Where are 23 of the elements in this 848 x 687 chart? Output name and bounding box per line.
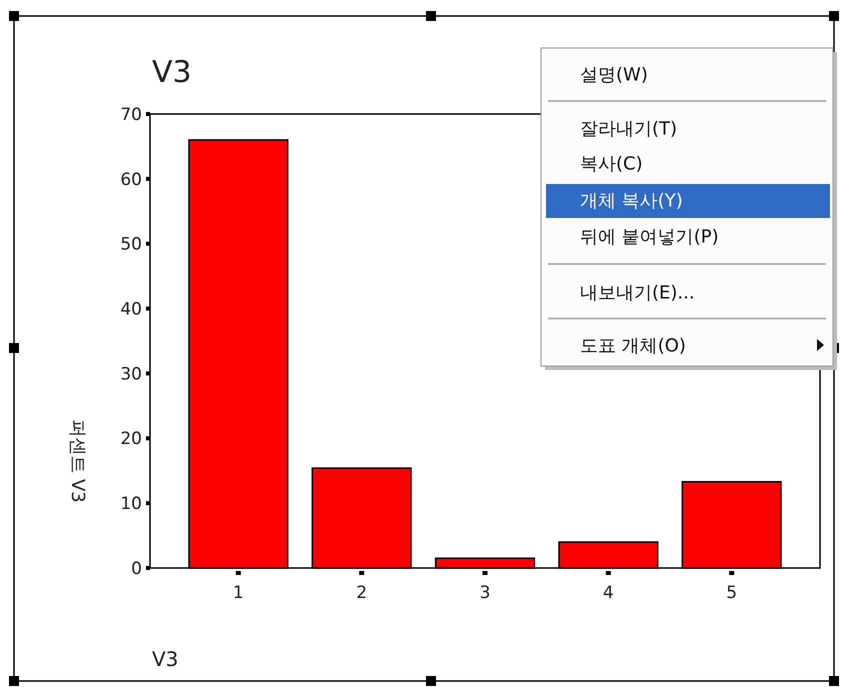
- y-tick-label: 0: [131, 558, 142, 579]
- annotation: 뒤에 붙여넣기(P): [580, 226, 719, 248]
- chart-title: V3: [152, 55, 192, 90]
- x-tick-label: 3: [480, 583, 490, 603]
- y-tick-label: 10: [120, 494, 142, 514]
- y-tick-label: 40: [120, 300, 142, 320]
- x-tick-label: 5: [726, 583, 738, 603]
- annotation: 개체 복사(Y): [580, 190, 683, 212]
- annotation: 내보내기(E)...: [580, 282, 695, 304]
- x-tick-label: 1: [232, 583, 244, 603]
- y-tick-label: 50: [120, 234, 142, 255]
- annotation: 도표 개체(O): [580, 335, 686, 356]
- y-tick-label: 20: [120, 429, 142, 450]
- x-axis-title: V3: [152, 647, 178, 671]
- y-tick-label: 70: [120, 104, 142, 125]
- y-tick-label: 30: [120, 364, 142, 384]
- y-tick-label: 60: [120, 170, 142, 190]
- text: 설명(W): [580, 64, 648, 86]
- annotation: 잘라내기(T): [580, 118, 678, 140]
- y-axis-title: 퍼센트 V3: [67, 419, 88, 503]
- x-tick-label: 4: [602, 583, 614, 603]
- x-tick-label: 2: [356, 583, 368, 603]
- annotation: 복사(C): [580, 153, 643, 174]
